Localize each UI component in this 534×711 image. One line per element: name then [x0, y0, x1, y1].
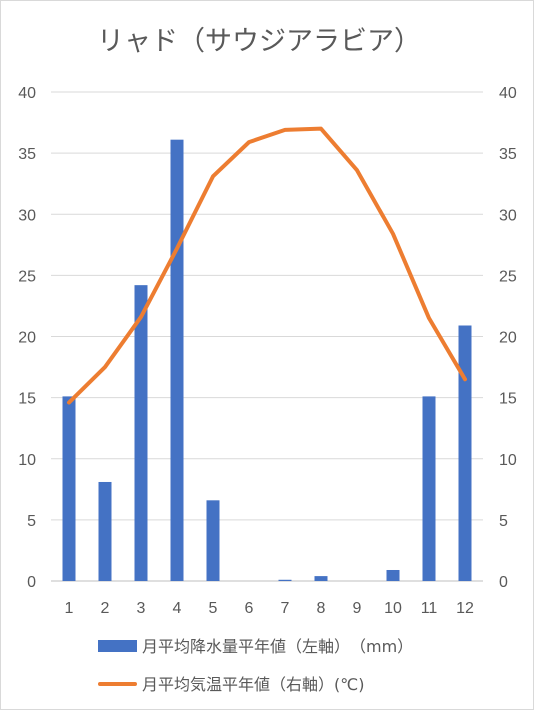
precipitation-bar — [170, 139, 184, 582]
x-tick-label: 9 — [353, 600, 362, 617]
x-tick-label: 3 — [137, 600, 146, 617]
x-tick-label: 7 — [281, 600, 290, 617]
y-right-tick-label: 20 — [499, 330, 517, 347]
gridlines — [51, 91, 483, 582]
x-tick-label: 1 — [65, 600, 74, 617]
precipitation-bar — [206, 500, 220, 581]
x-tick-label: 10 — [384, 600, 402, 617]
x-tick-label: 11 — [421, 600, 438, 617]
x-tick-label: 8 — [317, 600, 326, 617]
x-tick-label: 6 — [245, 600, 254, 617]
legend-label-precipitation: 月平均降水量平年値（左軸） （mm） — [142, 637, 413, 656]
x-tick-label: 4 — [173, 600, 182, 617]
x-tick-label: 5 — [209, 600, 218, 617]
y-left-tick-label: 25 — [18, 268, 36, 285]
y-left-tick-label: 0 — [27, 574, 36, 591]
precipitation-bar — [458, 325, 472, 581]
precipitation-bar — [134, 285, 148, 581]
legend-swatch-precipitation — [98, 640, 137, 652]
bar-series — [62, 139, 472, 582]
temperature-line — [67, 126, 467, 405]
x-tick-label: 2 — [101, 600, 110, 617]
y-right-tick-label: 10 — [499, 452, 517, 469]
y-left-tick-label: 40 — [18, 85, 36, 102]
chart-title: リャド（サウジアラビア） — [97, 26, 421, 57]
precipitation-bar — [386, 569, 400, 581]
precipitation-bar — [314, 576, 328, 581]
line-series — [67, 126, 467, 405]
y-right-tick-label: 35 — [499, 146, 517, 163]
precipitation-bar — [422, 396, 436, 581]
y-right-tick-label: 40 — [499, 85, 517, 102]
y-left-tick-label: 20 — [18, 330, 36, 347]
y-left-tick-label: 30 — [18, 207, 36, 224]
y-left-tick-label: 35 — [18, 146, 36, 163]
y-right-tick-label: 30 — [499, 207, 517, 224]
y-left-tick-label: 15 — [18, 391, 36, 408]
y-left-tick-label: 5 — [27, 513, 36, 530]
y-right-tick-label: 5 — [499, 513, 508, 530]
precipitation-bar — [278, 579, 292, 581]
precipitation-bar — [62, 396, 76, 581]
legend: 月平均降水量平年値（左軸） （mm） 月平均気温平年値（右軸）(℃) — [98, 637, 413, 694]
y-right-tick-label: 15 — [499, 391, 517, 408]
y-right-tick-label: 25 — [499, 268, 517, 285]
y-right-tick-label: 0 — [499, 574, 508, 591]
precipitation-bar — [98, 481, 112, 581]
x-tick-label: 12 — [456, 600, 474, 617]
legend-label-temperature: 月平均気温平年値（右軸）(℃) — [142, 675, 364, 694]
y-left-tick-label: 10 — [18, 452, 36, 469]
